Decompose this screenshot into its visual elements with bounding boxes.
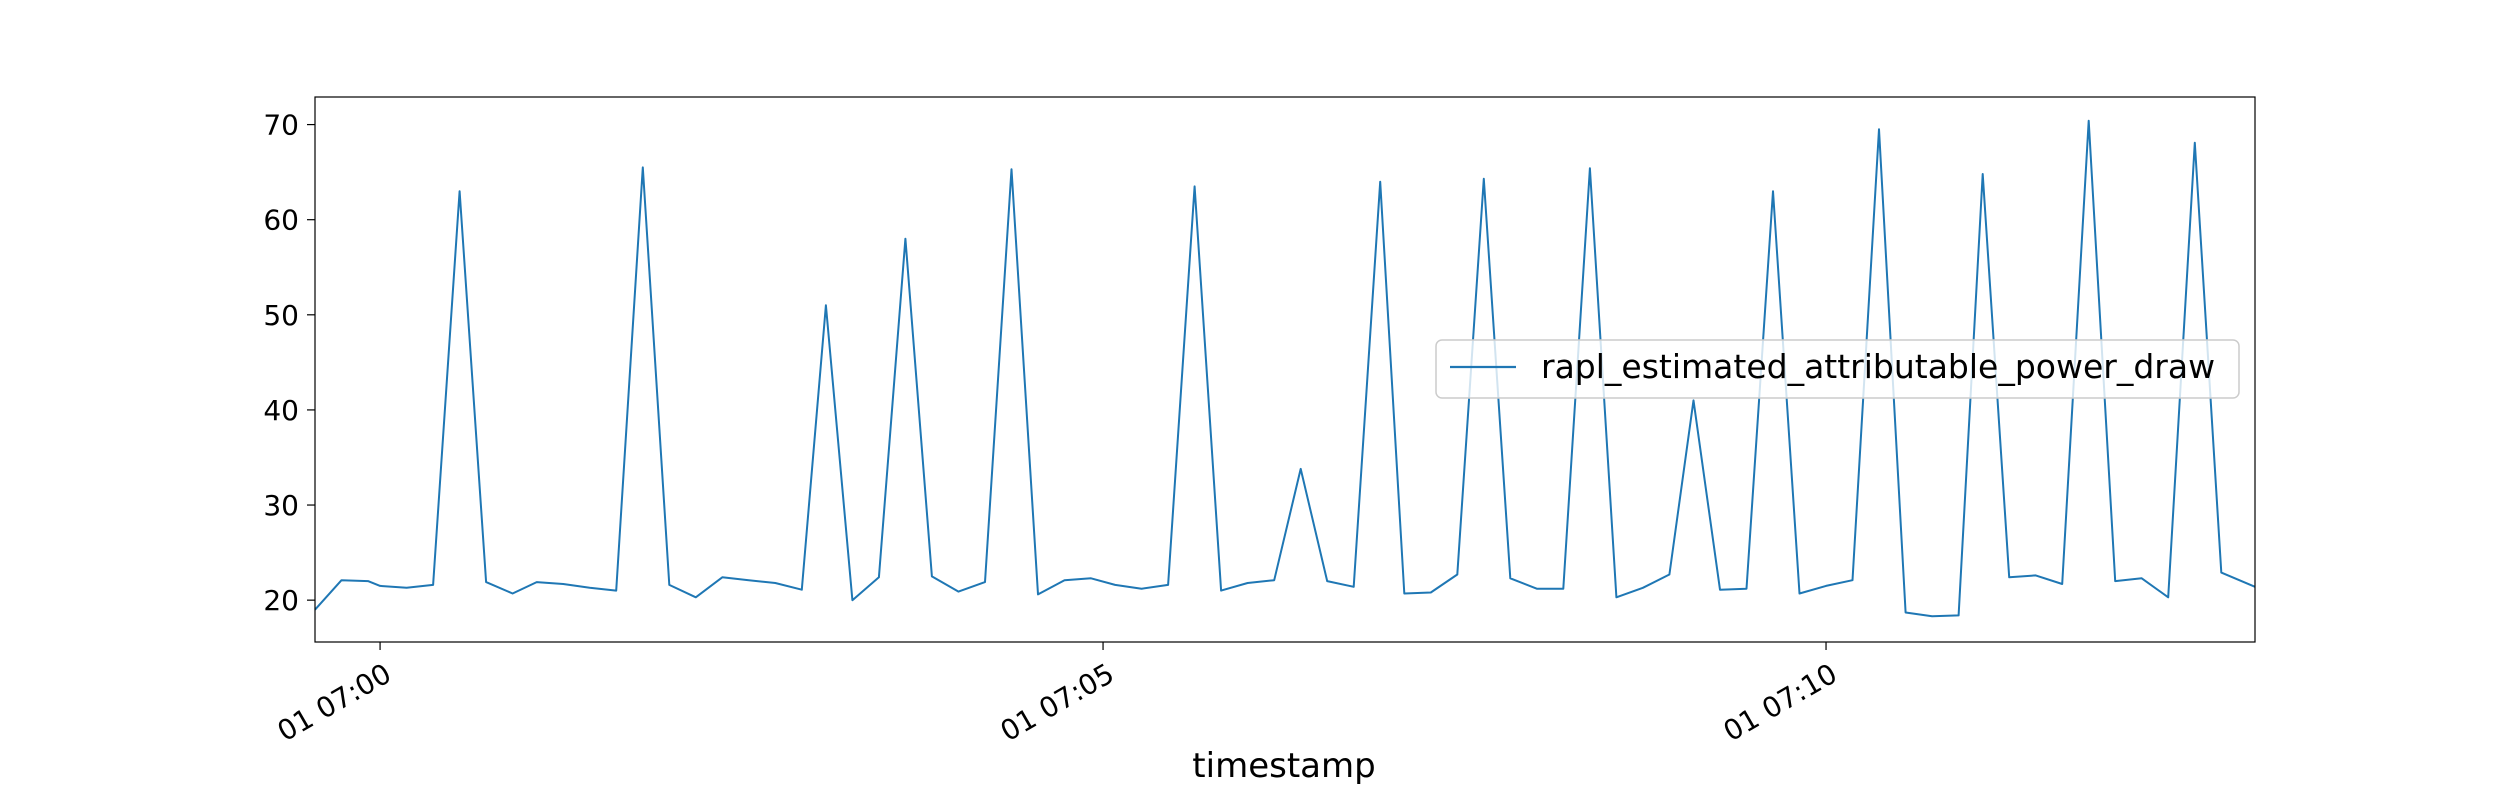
axes-frame <box>314 96 2256 643</box>
legend-series-label: rapl_estimated_attributable_power_draw <box>1541 347 2215 386</box>
y-tick-label: 40 <box>263 394 299 427</box>
y-tick-label: 30 <box>263 489 299 522</box>
y-tick-label: 60 <box>263 204 299 237</box>
series-line-0 <box>314 119 2256 618</box>
x-axis-title: timestamp <box>1192 746 1375 786</box>
legend-box <box>1435 339 2240 399</box>
y-tick-label: 70 <box>263 109 299 142</box>
y-tick-label: 20 <box>263 584 299 617</box>
plot-area <box>314 119 2256 618</box>
legend: rapl_estimated_attributable_power_draw <box>1435 339 2240 399</box>
y-tick-label: 50 <box>263 299 299 332</box>
y-axis: 20 30 40 50 60 70 <box>263 109 315 617</box>
